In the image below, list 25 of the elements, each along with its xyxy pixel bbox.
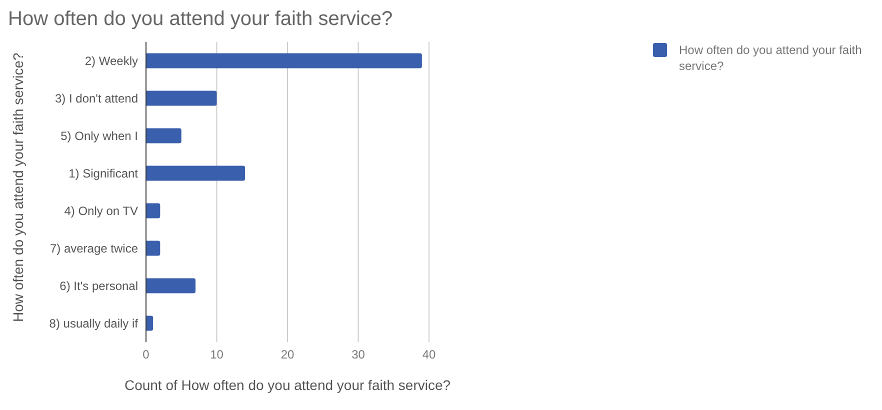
x-tick-label: 0 — [142, 348, 150, 362]
y-tick-label: 1) Significant — [68, 166, 139, 181]
y-tick-label: 8) usually daily if — [49, 316, 139, 331]
y-tick-label: 3) I don't attend — [54, 92, 138, 106]
bar — [146, 90, 217, 106]
y-tick-label: 4) Only on TV — [64, 204, 138, 218]
bar — [146, 128, 182, 144]
legend-label: How often do you attend your faith service? — [679, 42, 863, 74]
x-axis-title: Count of How often do you attend your faith service? — [124, 377, 451, 393]
y-tick-label: 7) average twice — [50, 242, 138, 256]
y-tick-label: 5) Only when I — [60, 129, 138, 144]
x-tick-label: 30 — [352, 348, 366, 362]
x-tick-label: 10 — [210, 348, 224, 362]
y-tick-label: 2) Weekly — [84, 54, 138, 68]
bar — [146, 53, 422, 68]
y-axis-title: How often do you attend your faith service? — [10, 52, 26, 322]
bar — [146, 166, 246, 181]
x-tick-label: 40 — [422, 348, 436, 362]
y-tick-label: 6) It's personal — [60, 279, 138, 294]
x-tick-label: 20 — [280, 348, 294, 362]
bar — [146, 203, 160, 218]
bar — [146, 278, 196, 294]
chart-title: How often do you attend your faith service? — [8, 8, 394, 32]
bar — [146, 316, 154, 331]
bar — [146, 240, 160, 256]
